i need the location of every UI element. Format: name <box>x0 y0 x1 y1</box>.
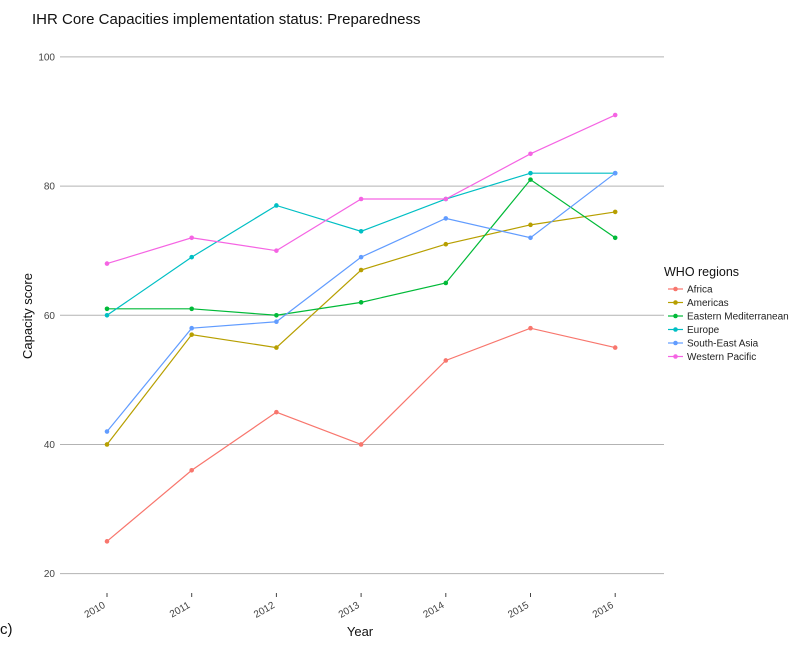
series-eastern-mediterranean <box>104 177 618 318</box>
data-point <box>528 222 533 228</box>
data-point <box>274 345 279 350</box>
y-tick-label: 60 <box>44 311 56 322</box>
legend-key-point <box>673 313 678 319</box>
data-point <box>104 306 110 312</box>
x-tick-label: 2012 <box>252 600 277 621</box>
series-line <box>106 211 616 445</box>
data-point <box>443 196 449 202</box>
series-line <box>106 114 616 265</box>
legend-item: Western Pacific <box>668 352 756 363</box>
data-point <box>358 254 364 260</box>
data-point <box>528 170 533 176</box>
data-point <box>189 467 194 473</box>
data-point <box>189 254 194 260</box>
series-western-pacific <box>104 112 618 266</box>
legend-label: Eastern Mediterranean <box>687 312 789 323</box>
data-point <box>189 235 194 241</box>
legend-label: Western Pacific <box>687 352 756 363</box>
legend-item: Europe <box>668 325 720 336</box>
data-point <box>612 209 618 215</box>
data-point <box>274 312 279 318</box>
x-tick-label: 2010 <box>83 600 108 621</box>
y-axis-ticks: 20 40 60 80 100 <box>38 52 55 580</box>
data-point <box>104 261 110 266</box>
series-group <box>104 112 618 544</box>
y-axis-title: Capacity score <box>20 273 35 359</box>
data-point <box>612 345 618 350</box>
series-americas <box>104 209 618 447</box>
legend-label: Africa <box>687 285 713 296</box>
data-point <box>528 325 533 331</box>
x-tick-label: 2011 <box>168 600 193 620</box>
series-south-east-asia <box>104 170 618 434</box>
data-point <box>358 300 364 305</box>
y-tick-label: 100 <box>38 52 55 63</box>
data-point <box>104 442 110 447</box>
data-point <box>358 267 364 273</box>
data-point <box>443 216 449 221</box>
data-point <box>104 539 110 544</box>
legend-label: Europe <box>687 325 720 336</box>
x-tick-label: 2016 <box>591 600 616 621</box>
panel-label: c) <box>0 621 13 638</box>
legend-key-point <box>673 327 678 332</box>
y-tick-label: 80 <box>44 182 56 193</box>
legend-item: Americas <box>668 298 729 309</box>
series-line <box>106 172 616 316</box>
data-point <box>274 203 279 208</box>
series-africa <box>104 325 618 544</box>
data-point <box>528 235 533 241</box>
data-point <box>528 177 533 182</box>
series-europe <box>104 170 618 318</box>
x-axis-ticks: 2010 2011 2012 2013 2014 2015 2016 <box>83 593 616 621</box>
data-point <box>612 170 618 176</box>
data-point <box>612 112 618 118</box>
legend-key-point <box>673 354 678 359</box>
data-point <box>274 409 279 415</box>
data-point <box>189 332 194 337</box>
data-point <box>358 442 364 447</box>
legend-item: Eastern Mediterranean <box>668 312 789 323</box>
chart-title: IHR Core Capacities implementation statu… <box>32 11 421 28</box>
y-tick-label: 40 <box>44 440 56 451</box>
series-line <box>106 327 616 542</box>
legend-key-point <box>673 300 678 305</box>
legend-key-point <box>673 340 678 346</box>
data-point <box>104 429 110 434</box>
data-point <box>189 306 194 312</box>
legend-label: South-East Asia <box>687 339 759 350</box>
x-axis-title: Year <box>347 624 374 639</box>
data-point <box>274 248 279 253</box>
legend-item: South-East Asia <box>668 339 759 350</box>
grid-lines <box>60 56 664 575</box>
x-tick-label: 2013 <box>337 600 362 621</box>
x-tick-label: 2015 <box>506 600 531 621</box>
data-point <box>443 280 449 286</box>
data-point <box>443 241 449 247</box>
data-point <box>189 325 194 331</box>
legend-title: WHO regions <box>664 265 739 279</box>
data-point <box>443 358 449 363</box>
data-point <box>274 319 279 325</box>
legend-key-point <box>673 286 678 292</box>
legend-label: Americas <box>687 298 729 309</box>
data-point <box>612 235 618 241</box>
x-tick-label: 2014 <box>422 600 447 621</box>
y-tick-label: 20 <box>44 569 56 580</box>
data-point <box>358 196 364 202</box>
data-point <box>358 229 364 234</box>
data-point <box>528 151 533 157</box>
legend-item: Africa <box>668 285 713 296</box>
data-point <box>104 312 110 318</box>
legend: Africa Americas Eastern Mediterranean Europ… <box>668 285 789 363</box>
